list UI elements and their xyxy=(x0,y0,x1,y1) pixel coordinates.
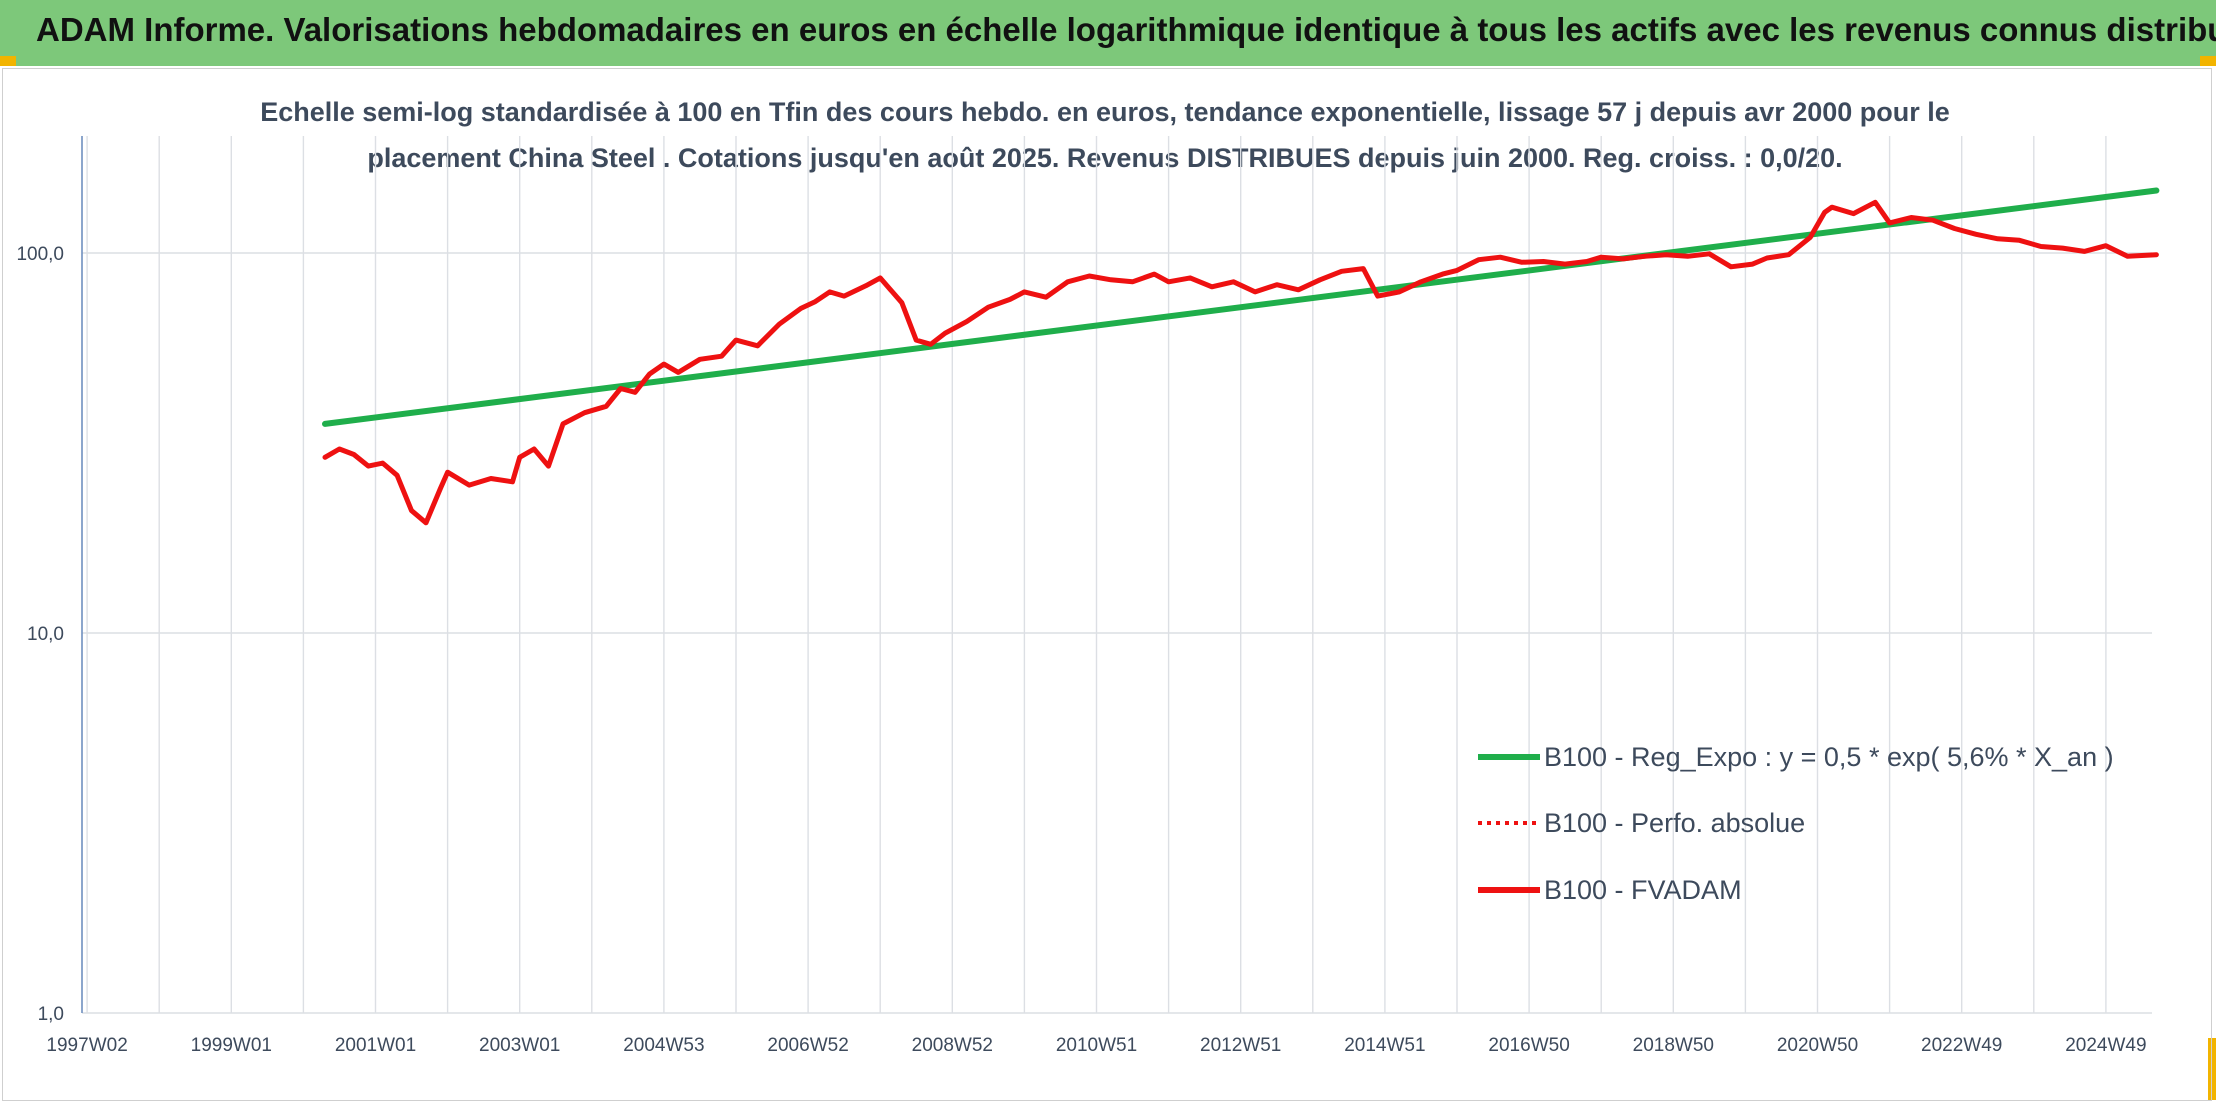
legend: B100 - Reg_Expo : y = 0,5 * exp( 5,6% * … xyxy=(1478,742,2114,905)
fvadam-line xyxy=(322,199,2159,526)
x-tick-label: 2008W52 xyxy=(912,1035,993,1056)
x-tick-label: 2020W50 xyxy=(1777,1035,1858,1056)
legend-label: B100 - Reg_Expo : y = 0,5 * exp( 5,6% * … xyxy=(1544,742,2114,772)
x-tick-label: 2001W01 xyxy=(335,1035,416,1056)
x-tick-label: 2010W51 xyxy=(1056,1035,1137,1056)
series-lines xyxy=(322,187,2160,526)
corner-accent-bottom-right xyxy=(2208,1038,2216,1100)
x-tick-label: 2018W50 xyxy=(1633,1035,1714,1056)
x-tick-label: 2004W53 xyxy=(623,1035,704,1056)
page-title: ADAM Informe. Valorisations hebdomadaire… xyxy=(36,11,2216,48)
y-tick-label: 1,0 xyxy=(38,1004,64,1025)
x-tick-label: 1999W01 xyxy=(191,1035,272,1056)
x-tick-label: 2014W51 xyxy=(1344,1035,1425,1056)
y-tick-label: 100,0 xyxy=(16,244,64,265)
header-banner xyxy=(0,0,2216,66)
corner-accent-left xyxy=(0,56,16,66)
x-tick-label: 1997W02 xyxy=(46,1035,127,1056)
legend-label: B100 - FVADAM xyxy=(1544,875,1742,905)
x-tick-label: 2006W52 xyxy=(767,1035,848,1056)
x-tick-label: 2003W01 xyxy=(479,1035,560,1056)
gridlines xyxy=(82,136,2152,1014)
y-tick-label: 10,0 xyxy=(27,624,64,645)
chart-subtitle-line2: placement China Steel . Cotations jusqu'… xyxy=(367,143,1843,173)
x-tick-label: 2016W50 xyxy=(1488,1035,1569,1056)
corner-accent-right xyxy=(2200,56,2216,66)
regression-line xyxy=(322,187,2160,427)
axes: 1,0 10,0 100,0 1997W02 1999W01 2001W01 2003W01… xyxy=(16,136,2147,1056)
x-tick-label: 2012W51 xyxy=(1200,1035,1281,1056)
legend-label: B100 - Perfo. absolue xyxy=(1544,808,1805,838)
chart-frame xyxy=(2,68,2212,1101)
x-tick-label: 2024W49 xyxy=(2065,1035,2146,1056)
chart-subtitle-line1: Echelle semi-log standardisée à 100 en T… xyxy=(260,97,1950,127)
x-tick-label: 2022W49 xyxy=(1921,1035,2002,1056)
